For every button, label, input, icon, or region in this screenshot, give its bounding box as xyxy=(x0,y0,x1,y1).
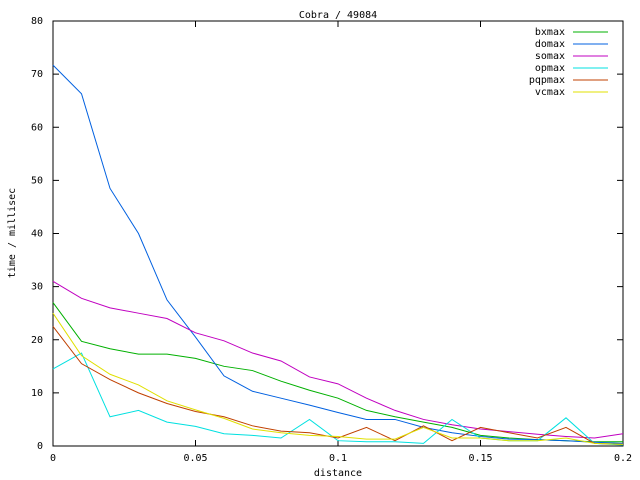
series-line xyxy=(52,326,624,445)
y-tick-label: 20 xyxy=(31,335,43,346)
x-tick-label: 0 xyxy=(50,453,56,464)
y-tick-label: 70 xyxy=(31,69,43,80)
legend-label: somax xyxy=(535,51,565,62)
legend-label: pqpmax xyxy=(529,75,565,86)
chart-title: Cobra / 49084 xyxy=(299,10,377,21)
x-tick-label: 0.05 xyxy=(183,453,207,464)
y-tick-label: 50 xyxy=(31,175,43,186)
y-tick-label: 0 xyxy=(37,441,43,452)
series-line xyxy=(52,352,624,446)
series-line xyxy=(52,312,624,445)
x-axis-label: distance xyxy=(314,468,362,479)
y-tick-label: 40 xyxy=(31,229,43,240)
series-line xyxy=(52,64,624,444)
y-axis-label: time / millisec xyxy=(7,188,18,278)
y-tick-label: 60 xyxy=(31,122,43,133)
y-tick-label: 30 xyxy=(31,282,43,293)
series-line xyxy=(52,280,624,439)
x-tick-label: 0.2 xyxy=(614,453,632,464)
x-tick-label: 0.1 xyxy=(329,453,347,464)
legend-label: domax xyxy=(535,39,565,50)
y-tick-label: 10 xyxy=(31,388,43,399)
x-tick-label: 0.15 xyxy=(468,453,492,464)
legend-label: bxmax xyxy=(535,27,565,38)
y-tick-label: 80 xyxy=(31,16,43,27)
series-line xyxy=(52,302,623,443)
legend-label: opmax xyxy=(535,63,565,74)
legend-label: vcmax xyxy=(535,87,565,98)
